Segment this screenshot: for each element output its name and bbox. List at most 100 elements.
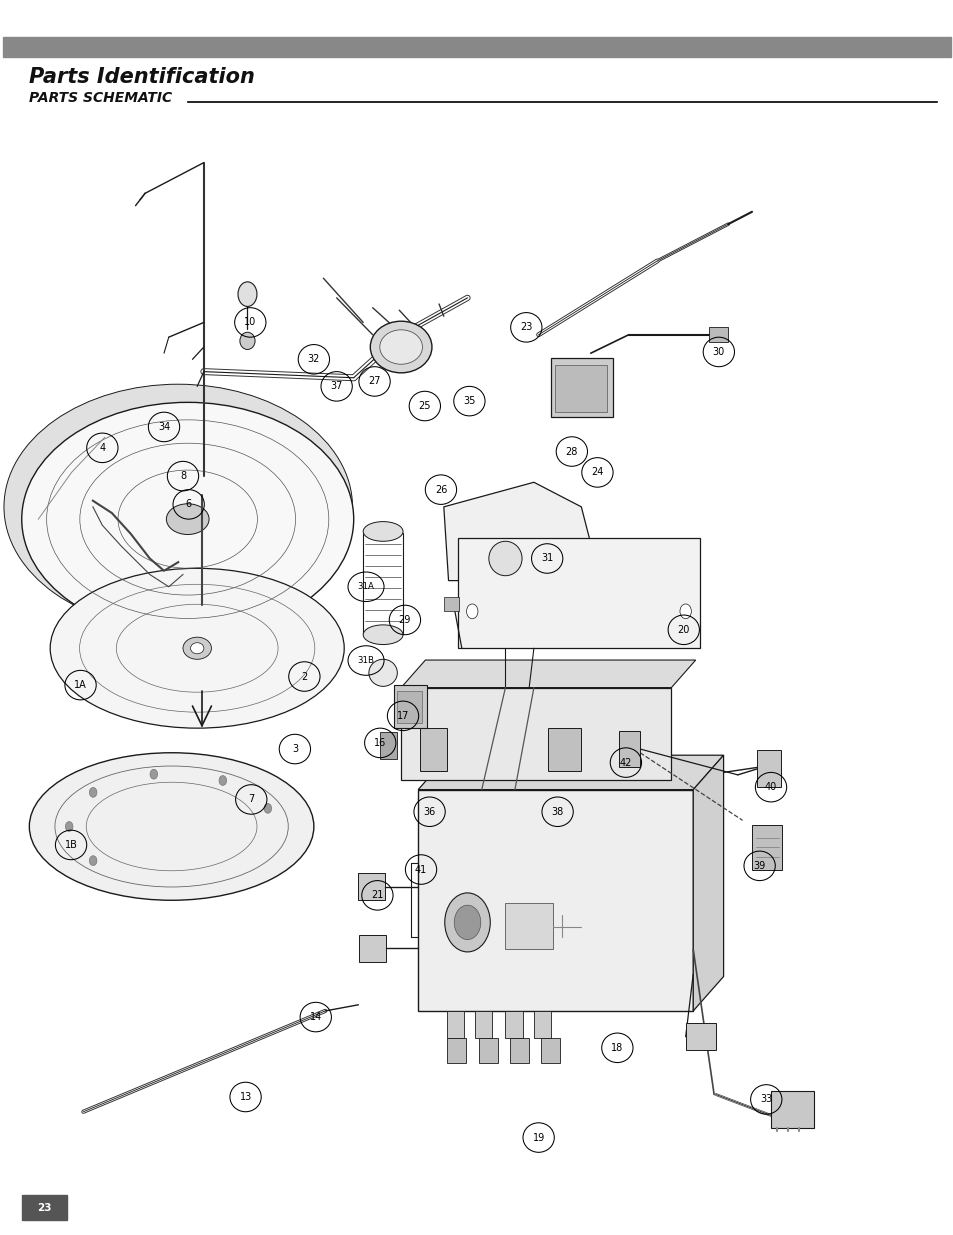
Bar	[358, 873, 385, 900]
Circle shape	[237, 282, 256, 306]
Text: 25: 25	[418, 401, 431, 411]
Text: 29: 29	[398, 615, 411, 625]
Text: 31A: 31A	[357, 582, 375, 592]
Circle shape	[66, 821, 72, 831]
Ellipse shape	[363, 625, 402, 645]
Bar	[510, 1037, 529, 1062]
Text: 41: 41	[415, 864, 427, 874]
Bar	[400, 688, 671, 779]
Text: 13: 13	[239, 1092, 252, 1102]
Bar	[394, 685, 426, 729]
Text: 2: 2	[301, 672, 307, 682]
Bar	[534, 1011, 551, 1037]
Ellipse shape	[488, 541, 521, 576]
Text: 42: 42	[619, 757, 632, 768]
Bar	[541, 1037, 559, 1062]
Bar	[359, 935, 386, 962]
Text: 1B: 1B	[65, 840, 77, 850]
Text: 26: 26	[435, 484, 447, 495]
Ellipse shape	[166, 504, 209, 535]
Text: 31: 31	[540, 553, 553, 563]
Circle shape	[264, 804, 272, 814]
Text: 19: 19	[532, 1132, 544, 1142]
Ellipse shape	[4, 384, 353, 630]
Polygon shape	[400, 659, 695, 688]
Ellipse shape	[183, 637, 212, 659]
Polygon shape	[443, 482, 590, 580]
Ellipse shape	[30, 753, 314, 900]
Text: Parts Identification: Parts Identification	[30, 67, 255, 86]
Circle shape	[90, 856, 97, 866]
Circle shape	[454, 905, 480, 940]
Text: 3: 3	[292, 743, 297, 755]
Bar	[751, 825, 781, 869]
Bar	[478, 1037, 497, 1062]
Bar	[756, 751, 780, 787]
Bar	[551, 358, 612, 417]
Text: 27: 27	[368, 377, 380, 387]
Text: 35: 35	[463, 396, 476, 406]
Text: 23: 23	[37, 1203, 51, 1213]
Text: 6: 6	[186, 499, 192, 509]
Text: 32: 32	[308, 354, 319, 364]
Bar	[618, 731, 639, 767]
Text: 38: 38	[551, 806, 563, 816]
Bar	[417, 789, 693, 1011]
Bar	[709, 327, 727, 342]
Text: 37: 37	[330, 382, 342, 391]
Ellipse shape	[239, 332, 254, 350]
Bar	[3, 37, 950, 57]
Text: 23: 23	[519, 322, 532, 332]
Text: 10: 10	[244, 317, 256, 327]
Bar	[475, 1011, 492, 1037]
Text: 8: 8	[180, 471, 186, 482]
Text: 4: 4	[99, 443, 106, 453]
Ellipse shape	[191, 642, 204, 653]
Bar	[446, 1037, 465, 1062]
Ellipse shape	[22, 403, 354, 636]
Circle shape	[150, 769, 157, 779]
Text: 34: 34	[158, 422, 170, 432]
Text: 16: 16	[374, 737, 386, 748]
Text: 31B: 31B	[357, 656, 375, 664]
Polygon shape	[417, 755, 722, 789]
Bar	[457, 537, 700, 648]
Text: 39: 39	[753, 861, 765, 871]
Ellipse shape	[379, 330, 422, 364]
Ellipse shape	[370, 321, 432, 373]
Text: 1A: 1A	[74, 680, 87, 690]
Circle shape	[219, 776, 227, 785]
Bar	[363, 532, 402, 634]
Bar	[555, 366, 606, 412]
Text: 30: 30	[712, 347, 724, 357]
Text: 36: 36	[423, 806, 436, 816]
Bar	[548, 729, 580, 771]
Circle shape	[466, 604, 477, 619]
Bar	[419, 729, 446, 771]
Bar	[22, 1195, 68, 1220]
Text: 20: 20	[677, 625, 689, 635]
Circle shape	[679, 604, 691, 619]
Bar	[443, 597, 458, 611]
Ellipse shape	[363, 521, 402, 541]
Ellipse shape	[369, 659, 396, 687]
Text: 14: 14	[310, 1011, 321, 1023]
Bar	[770, 1091, 813, 1128]
Bar	[505, 1011, 522, 1037]
Text: 17: 17	[396, 711, 409, 721]
Bar	[380, 732, 396, 758]
Bar	[446, 1011, 463, 1037]
Circle shape	[90, 788, 97, 798]
Ellipse shape	[51, 568, 344, 729]
Text: 40: 40	[764, 782, 777, 792]
Bar	[396, 692, 421, 724]
Text: 28: 28	[565, 447, 578, 457]
Circle shape	[444, 893, 490, 952]
Bar	[685, 1024, 716, 1050]
Text: 7: 7	[248, 794, 254, 804]
Text: 21: 21	[371, 890, 383, 900]
Text: PARTS SCHEMATIC: PARTS SCHEMATIC	[30, 91, 172, 105]
Text: 24: 24	[591, 467, 603, 478]
Text: 18: 18	[611, 1042, 623, 1052]
Text: 33: 33	[760, 1094, 772, 1104]
